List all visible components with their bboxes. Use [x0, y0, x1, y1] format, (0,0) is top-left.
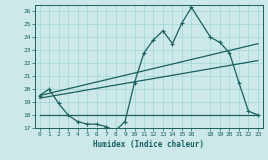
X-axis label: Humidex (Indice chaleur): Humidex (Indice chaleur) [93, 140, 204, 149]
